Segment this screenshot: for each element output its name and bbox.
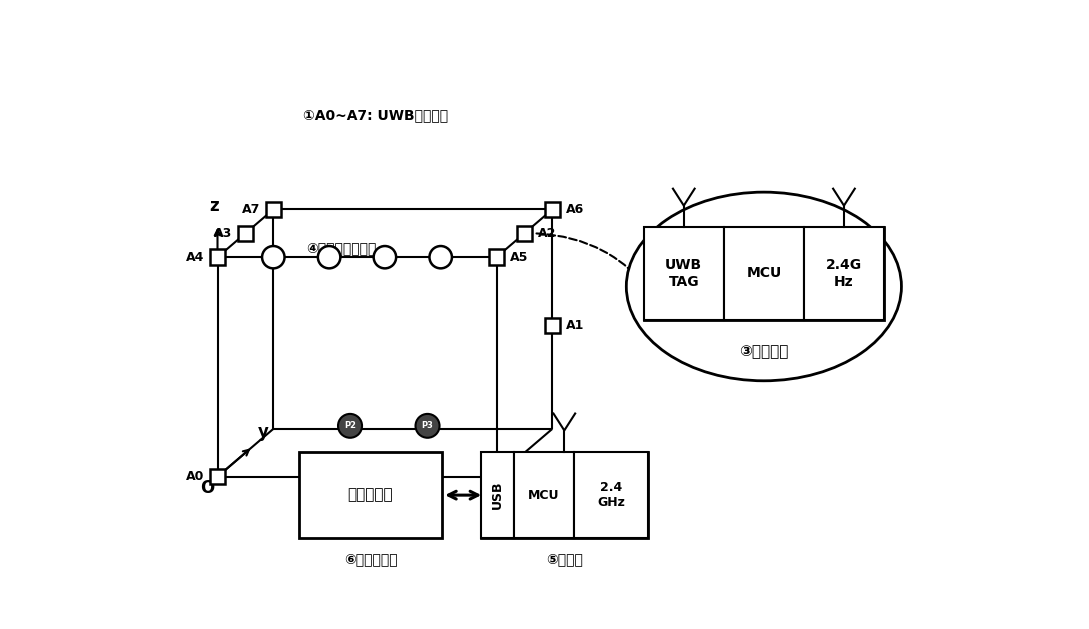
Text: ⑤协调器: ⑤协调器 xyxy=(546,552,583,566)
Bar xyxy=(644,227,724,320)
Circle shape xyxy=(318,246,341,269)
Text: x: x xyxy=(547,470,558,488)
Text: y: y xyxy=(257,423,268,441)
Bar xyxy=(544,318,560,333)
Bar xyxy=(210,250,225,265)
Circle shape xyxy=(416,414,440,438)
Text: 2.4G
Hz: 2.4G Hz xyxy=(825,258,862,289)
Ellipse shape xyxy=(626,192,902,381)
Text: A6: A6 xyxy=(565,203,584,216)
Bar xyxy=(266,202,281,217)
Bar xyxy=(481,452,514,538)
Circle shape xyxy=(338,414,362,438)
Circle shape xyxy=(262,246,284,269)
Bar xyxy=(544,202,560,217)
Text: A4: A4 xyxy=(186,251,205,264)
Bar xyxy=(489,250,504,265)
Text: O: O xyxy=(200,479,215,497)
Text: USB: USB xyxy=(491,481,504,509)
Bar xyxy=(644,227,884,320)
Bar xyxy=(481,452,648,538)
Bar xyxy=(210,469,225,484)
Text: P3: P3 xyxy=(421,421,433,430)
Bar xyxy=(237,226,253,241)
Text: ④追光灯控制装置: ④追光灯控制装置 xyxy=(307,241,377,255)
Text: UWB
TAG: UWB TAG xyxy=(665,258,702,289)
Text: ⑥定位服务器: ⑥定位服务器 xyxy=(344,552,397,566)
Text: 定位服务器: 定位服务器 xyxy=(347,487,393,503)
Bar xyxy=(574,452,648,538)
Circle shape xyxy=(374,246,396,269)
Text: A3: A3 xyxy=(213,227,232,240)
Text: ③定位标签: ③定位标签 xyxy=(739,345,788,359)
Text: A2: A2 xyxy=(538,227,556,240)
Text: P2: P2 xyxy=(344,421,356,430)
Text: MCU: MCU xyxy=(746,266,782,281)
Text: MCU: MCU xyxy=(528,489,560,502)
Circle shape xyxy=(429,246,452,269)
Bar xyxy=(298,452,442,538)
Bar xyxy=(516,226,533,241)
Bar xyxy=(724,227,804,320)
Text: A0: A0 xyxy=(186,470,205,483)
Text: z: z xyxy=(209,197,219,215)
Text: ①A0~A7: UWB定位锤点: ①A0~A7: UWB定位锤点 xyxy=(303,108,448,122)
Text: 2.4
GHz: 2.4 GHz xyxy=(597,481,625,509)
Text: A5: A5 xyxy=(510,251,528,264)
Text: A1: A1 xyxy=(565,320,584,332)
Text: A7: A7 xyxy=(242,203,260,216)
Bar xyxy=(514,452,574,538)
Bar xyxy=(804,227,884,320)
